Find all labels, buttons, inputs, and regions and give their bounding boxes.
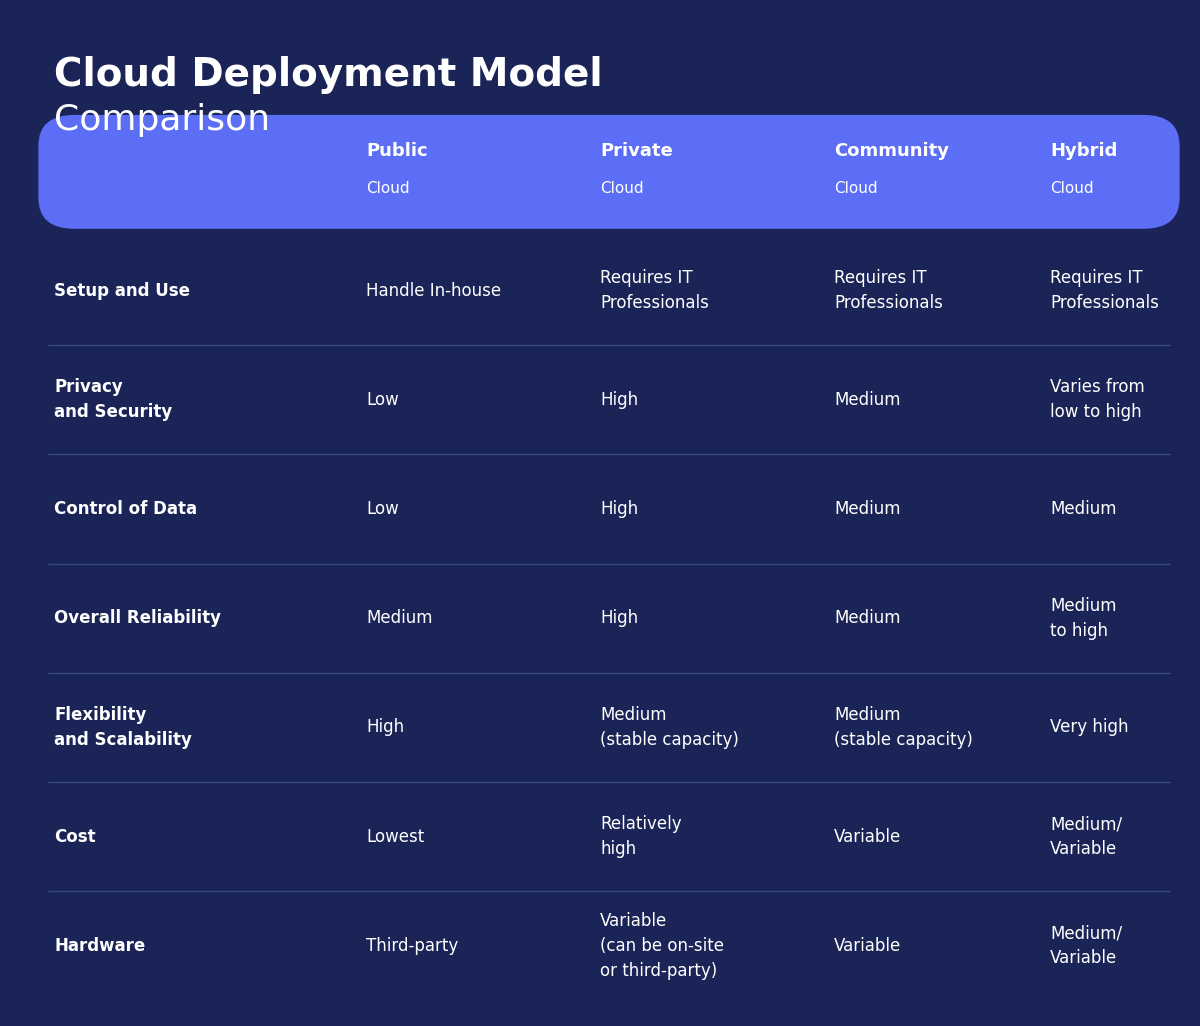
Text: High: High [600,500,638,518]
Text: Medium: Medium [366,609,432,627]
Text: Low: Low [366,500,398,518]
Text: Medium: Medium [1050,500,1116,518]
Text: Comparison: Comparison [54,103,270,136]
Text: Lowest: Lowest [366,828,425,845]
Text: Cloud: Cloud [366,181,409,196]
Text: Privacy
and Security: Privacy and Security [54,379,173,422]
Text: Third-party: Third-party [366,937,458,955]
Text: Overall Reliability: Overall Reliability [54,609,221,627]
Text: Cloud: Cloud [1050,181,1093,196]
Text: Hybrid: Hybrid [1050,143,1117,160]
Text: High: High [600,609,638,627]
Text: Medium: Medium [834,391,900,408]
Text: Low: Low [366,391,398,408]
Text: Cloud: Cloud [600,181,643,196]
Text: Relatively
high: Relatively high [600,815,682,858]
Text: Hardware: Hardware [54,937,145,955]
Text: Community: Community [834,143,949,160]
Text: Handle In-house: Handle In-house [366,281,502,300]
Text: Flexibility
and Scalability: Flexibility and Scalability [54,706,192,749]
Text: Variable: Variable [834,828,901,845]
Text: Medium/
Variable: Medium/ Variable [1050,815,1122,858]
Text: Medium
(stable capacity): Medium (stable capacity) [834,706,973,749]
Text: Varies from
low to high: Varies from low to high [1050,379,1145,422]
Text: High: High [600,391,638,408]
Text: Variable: Variable [834,937,901,955]
Text: Private: Private [600,143,673,160]
Text: Medium
(stable capacity): Medium (stable capacity) [600,706,739,749]
Text: Variable
(can be on-site
or third-party): Variable (can be on-site or third-party) [600,912,724,980]
Text: Cloud Deployment Model: Cloud Deployment Model [54,56,602,94]
Text: Requires IT
Professionals: Requires IT Professionals [1050,269,1159,312]
Text: Public: Public [366,143,427,160]
Text: Medium/
Variable: Medium/ Variable [1050,924,1122,968]
Text: Requires IT
Professionals: Requires IT Professionals [834,269,943,312]
Text: Cloud: Cloud [834,181,877,196]
Text: Cost: Cost [54,828,96,845]
Text: Medium: Medium [834,609,900,627]
Text: Requires IT
Professionals: Requires IT Professionals [600,269,709,312]
Text: High: High [366,718,404,737]
Text: Medium: Medium [834,500,900,518]
Text: Setup and Use: Setup and Use [54,281,190,300]
FancyBboxPatch shape [38,115,1180,229]
Text: Control of Data: Control of Data [54,500,197,518]
Text: Very high: Very high [1050,718,1128,737]
Text: Medium
to high: Medium to high [1050,597,1116,639]
